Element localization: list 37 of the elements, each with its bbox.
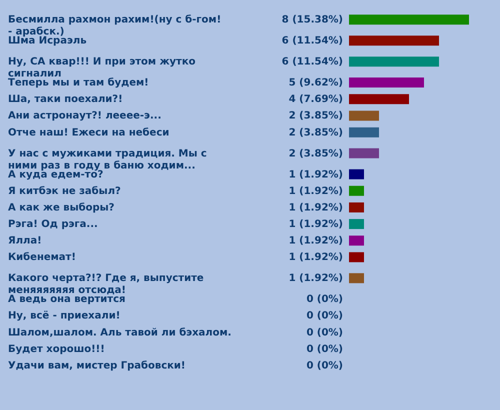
y-tick-label: Ани астронаут?! лееее-э... bbox=[8, 110, 162, 122]
y-tick-label: Шалом,шалом. Аль тавой ли бэхалом. bbox=[8, 327, 232, 338]
y-tick-label: Теперь мы и там будем! bbox=[8, 78, 149, 89]
data-label: 6 (11.54%) bbox=[282, 56, 343, 68]
y-tick-label: Рэга! Од рэга... bbox=[8, 219, 98, 230]
y-tick-label: У нас с мужиками традиция. Мы с ними раз в году в баню ходим... bbox=[8, 148, 207, 172]
y-tick-label: Ну, всё - приехали! bbox=[8, 310, 120, 322]
data-label: 6 (11.54%) bbox=[282, 36, 343, 47]
y-tick-label: Удачи вам, мистер Грабовски! bbox=[8, 360, 186, 372]
data-label: 1 (1.92%) bbox=[288, 169, 343, 180]
data-label: 0 (0%) bbox=[306, 310, 343, 322]
y-tick-label: А как же выборы? bbox=[8, 202, 115, 214]
data-label: 1 (1.92%) bbox=[288, 236, 343, 247]
data-label: 1 (1.92%) bbox=[288, 186, 343, 197]
data-label: 0 (0%) bbox=[306, 344, 343, 355]
y-tick-label: Ялла! bbox=[8, 236, 42, 247]
data-label: 2 (3.85%) bbox=[288, 110, 343, 122]
y-tick-label: Я китбэк не забыл? bbox=[8, 186, 122, 197]
data-label: 4 (7.69%) bbox=[288, 94, 343, 106]
data-label: 8 (15.38%) bbox=[282, 14, 343, 26]
data-label: 0 (0%) bbox=[306, 360, 343, 372]
y-tick-label: Ша, таки поехали?! bbox=[8, 94, 123, 106]
data-label: 1 (1.92%) bbox=[288, 273, 343, 284]
y-tick-label: Отче наш! Ежеси на небеси bbox=[8, 127, 170, 138]
y-tick-label: А куда едем-то? bbox=[8, 169, 104, 180]
y-tick-label: Будет хорошо!!! bbox=[8, 344, 105, 355]
data-label: 1 (1.92%) bbox=[288, 202, 343, 214]
data-label: 2 (3.85%) bbox=[288, 148, 343, 160]
data-label: 2 (3.85%) bbox=[288, 127, 343, 138]
y-tick-label: Кибенемат! bbox=[8, 252, 76, 264]
data-label: 5 (9.62%) bbox=[288, 78, 343, 89]
data-label: 1 (1.92%) bbox=[288, 219, 343, 230]
y-tick-label: А ведь она вертится bbox=[8, 294, 126, 306]
data-label: 1 (1.92%) bbox=[288, 252, 343, 264]
data-label: 0 (0%) bbox=[306, 294, 343, 306]
y-tick-label: Шма Исраэль bbox=[8, 36, 87, 47]
data-label: 0 (0%) bbox=[306, 327, 343, 338]
